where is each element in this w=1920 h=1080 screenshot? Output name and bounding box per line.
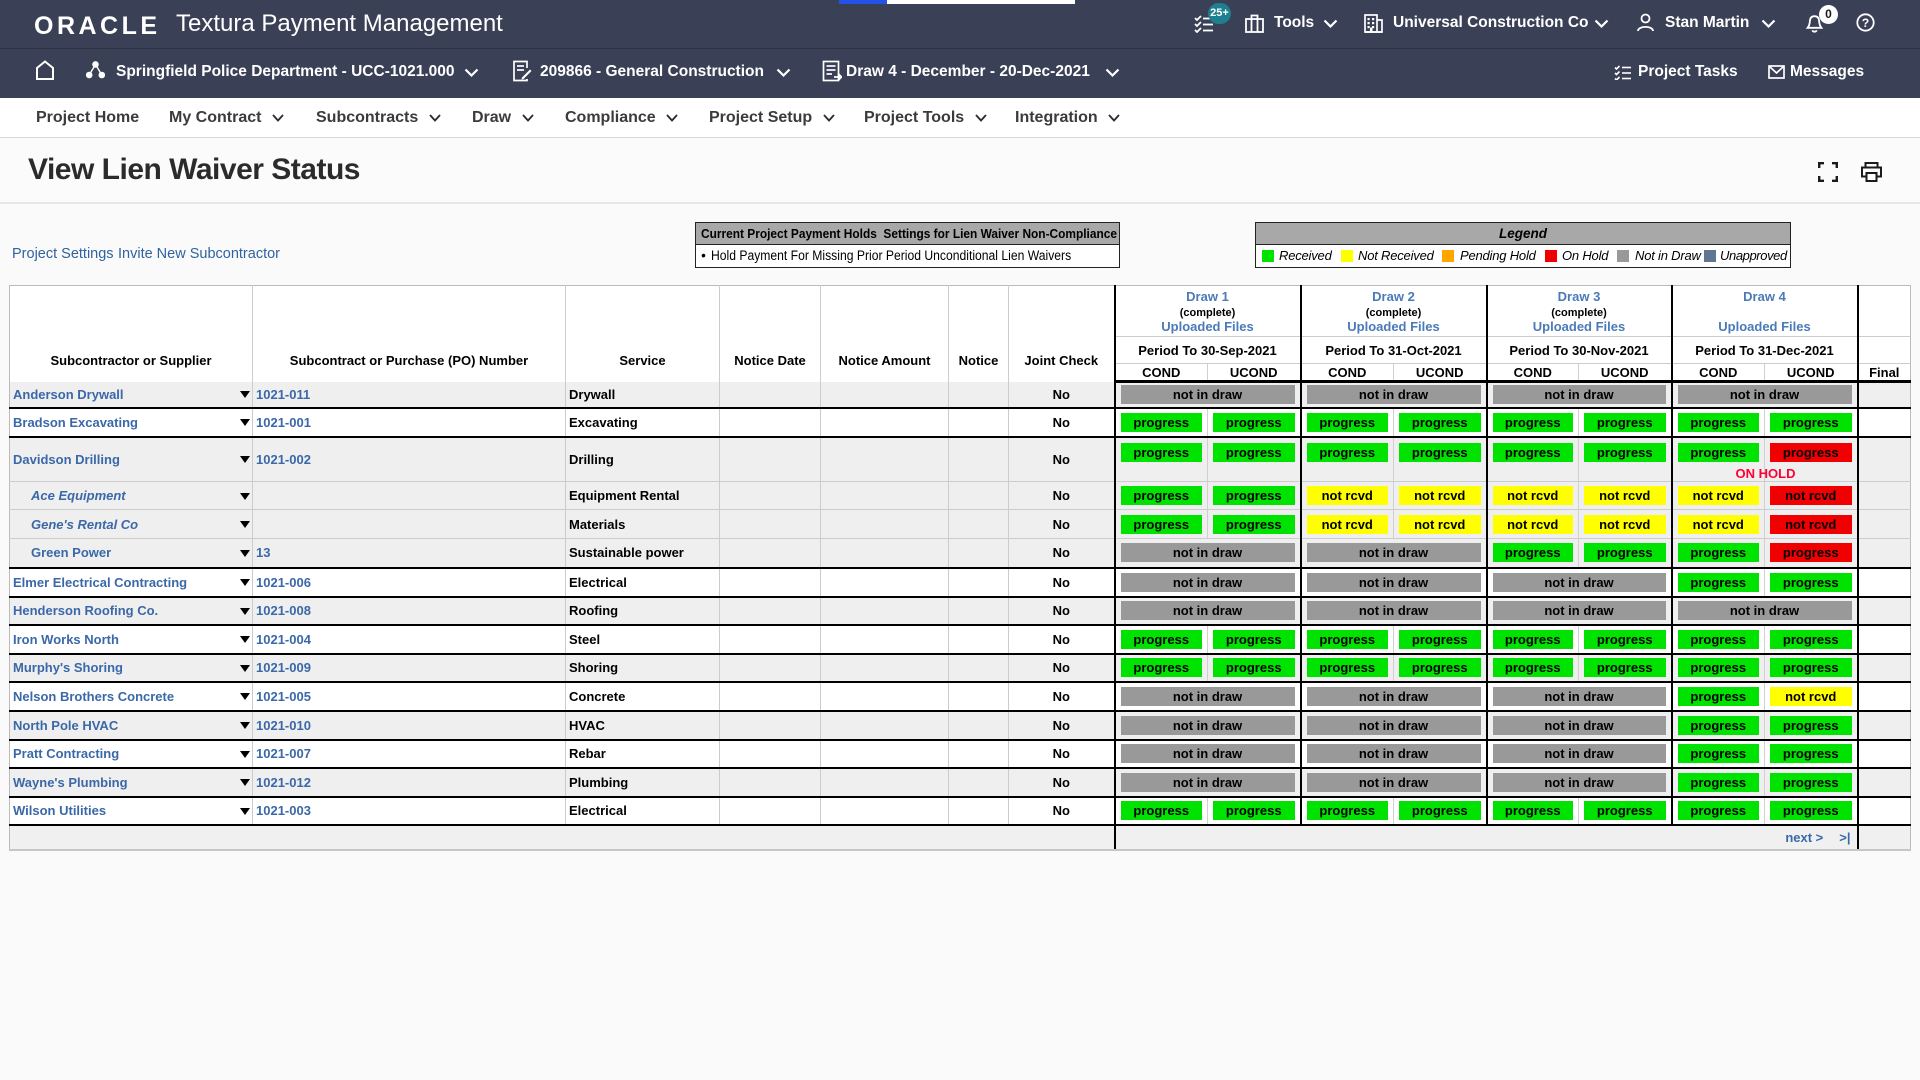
svg-text:?: ? <box>1862 16 1869 30</box>
